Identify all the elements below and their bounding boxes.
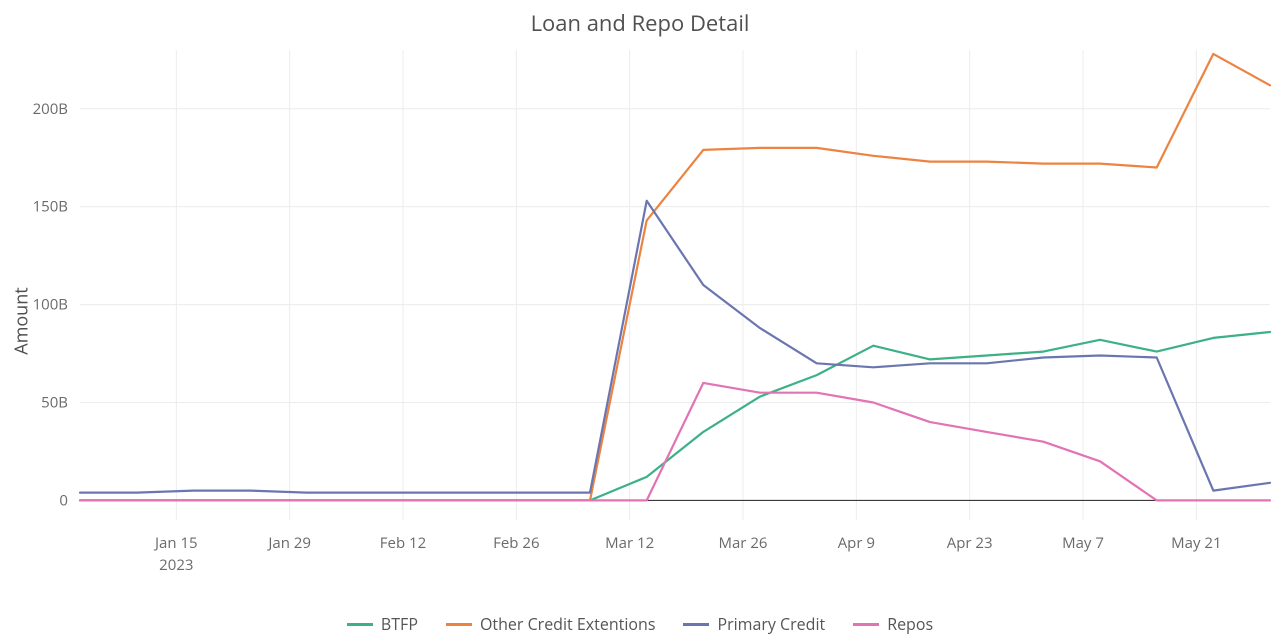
series-primary_credit <box>80 201 1270 493</box>
y-tick-label: 0 <box>59 490 68 510</box>
legend-item-btfp[interactable]: BTFP <box>347 613 418 635</box>
series-repos <box>80 383 1270 501</box>
x-tick-label: Apr 23 <box>947 533 993 553</box>
x-tick-label: Jan 29 <box>266 533 311 553</box>
x-tick-label: Feb 26 <box>493 533 539 553</box>
y-axis: 0 50B 100B 150B 200B <box>33 99 68 511</box>
x-year-label: 2023 <box>159 555 193 575</box>
legend-swatch <box>683 623 709 626</box>
y-tick-label: 200B <box>33 99 68 119</box>
x-tick-label: Mar 26 <box>718 533 767 553</box>
x-axis: Jan 15 Jan 29 Feb 12 Feb 26 Mar 12 Mar 26 Apr … <box>153 533 1222 575</box>
legend-item-other_credit[interactable]: Other Credit Extentions <box>446 613 656 635</box>
x-tick-label: May 7 <box>1062 533 1104 553</box>
legend-swatch <box>347 623 373 626</box>
x-tick-label: May 21 <box>1171 533 1221 553</box>
y-tick-label: 50B <box>41 393 68 413</box>
plot-area <box>80 54 1270 501</box>
legend-item-repos[interactable]: Repos <box>853 613 933 635</box>
legend: BTFP Other Credit Extentions Primary Credi… <box>0 613 1280 635</box>
y-tick-label: 150B <box>33 197 68 217</box>
legend-swatch <box>446 623 472 626</box>
chart-svg: 0 50B 100B 150B 200B Jan 15 Jan 29 Feb 12 Feb 26… <box>0 0 1280 641</box>
y-tick-label: 100B <box>33 295 68 315</box>
legend-label: Primary Credit <box>717 613 825 635</box>
legend-label: BTFP <box>381 613 418 635</box>
x-tick-label: Feb 12 <box>380 533 426 553</box>
chart-container: Loan and Repo Detail Amount 050B100B150B… <box>0 0 1280 641</box>
legend-label: Other Credit Extentions <box>480 613 656 635</box>
legend-swatch <box>853 623 879 626</box>
legend-label: Repos <box>887 613 933 635</box>
gridlines-vertical <box>176 50 1196 520</box>
x-tick-label: Mar 12 <box>605 533 654 553</box>
x-tick-label: Apr 9 <box>838 533 875 553</box>
series-other_credit <box>80 54 1270 501</box>
series-btfp <box>80 332 1270 500</box>
x-tick-label: Jan 15 <box>153 533 198 553</box>
legend-item-primary_credit[interactable]: Primary Credit <box>683 613 825 635</box>
